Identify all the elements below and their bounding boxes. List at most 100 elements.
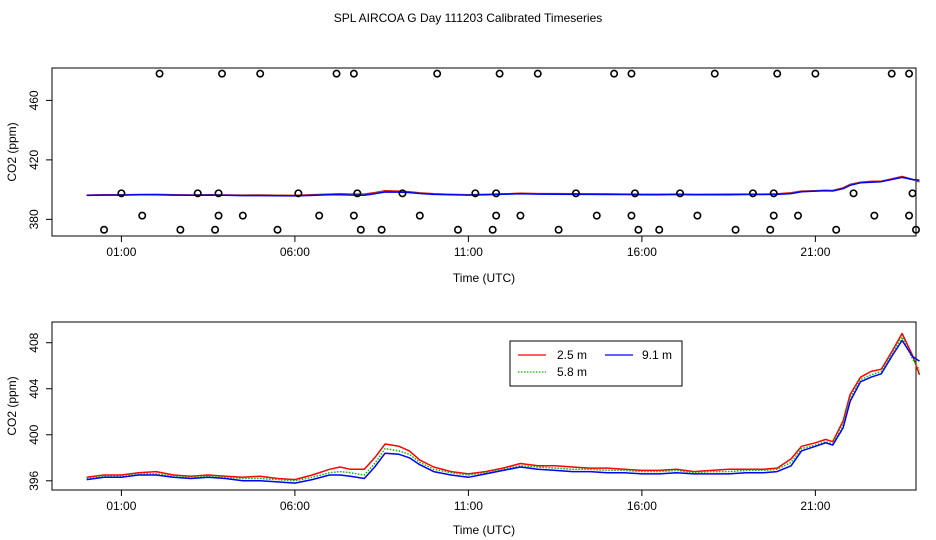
scatter-point — [218, 69, 227, 78]
scatter-point — [349, 69, 358, 78]
scatter-point — [908, 189, 917, 198]
bottom-x-tick-label: 06:00 — [280, 499, 310, 513]
bottom-x-tick-label: 01:00 — [106, 499, 136, 513]
bottom-y-tick-label: 404 — [27, 378, 41, 398]
legend-label-9-1m: 9.1 m — [642, 348, 672, 362]
scatter-point — [315, 211, 324, 220]
scatter-point — [193, 189, 202, 198]
scatter-point — [433, 69, 442, 78]
bottom-panel: 01:00 06:00 11:00 16:00 21:00 396 400 404 408 T… — [5, 321, 921, 537]
scatter-point — [415, 211, 424, 220]
scatter-point — [273, 225, 282, 234]
bottom-x-axis: 01:00 06:00 11:00 16:00 21:00 — [106, 490, 831, 513]
scatter-point — [176, 225, 185, 234]
bottom-series-2-5-m — [86, 332, 921, 481]
scatter-point — [905, 211, 914, 220]
scatter-point — [214, 211, 223, 220]
scatter-point — [731, 225, 740, 234]
bottom-series-5-8-m — [86, 336, 921, 482]
bottom-x-tick-label: 16:00 — [627, 499, 657, 513]
scatter-point — [294, 189, 303, 198]
legend-label-5-8m: 5.8 m — [557, 365, 587, 379]
top-y-tick-label: 380 — [27, 209, 41, 229]
bottom-y-tick-label: 408 — [27, 332, 41, 352]
top-plot-frame — [51, 67, 917, 237]
scatter-point — [769, 211, 778, 220]
scatter-point — [453, 225, 462, 234]
scatter-point — [634, 225, 643, 234]
scatter-point — [155, 69, 164, 78]
scatter-point — [117, 189, 126, 198]
scatter-point — [627, 211, 636, 220]
scatter-point — [769, 189, 778, 198]
scatter-point — [676, 189, 685, 198]
top-x-tick-label: 11:00 — [454, 245, 483, 259]
figure-title: SPL AIRCOA G Day 111203 Calibrated Times… — [334, 11, 603, 25]
scatter-point — [138, 211, 147, 220]
scatter-point — [710, 69, 719, 78]
legend-label-2-5m: 2.5 m — [557, 348, 587, 362]
top-series-9-1-m — [86, 176, 920, 197]
scatter-point — [214, 189, 223, 198]
scatter-point — [353, 189, 362, 198]
top-series-group — [86, 175, 920, 197]
scatter-point — [349, 211, 358, 220]
top-x-axis-title: Time (UTC) — [453, 271, 515, 285]
scatter-point — [332, 69, 341, 78]
top-x-tick-label: 06:00 — [280, 245, 310, 259]
bottom-series-group — [86, 332, 921, 484]
scatter-point — [832, 225, 841, 234]
scatter-point — [849, 189, 858, 198]
bottom-y-tick-label: 396 — [27, 470, 41, 490]
scatter-point — [811, 69, 820, 78]
scatter-point — [870, 211, 879, 220]
scatter-point — [554, 225, 563, 234]
scatter-point — [516, 211, 525, 220]
scatter-point — [766, 225, 775, 234]
top-scatter-group — [100, 69, 920, 234]
bottom-y-axis-title: CO2 (ppm) — [5, 376, 19, 435]
top-y-axis-title: CO2 (ppm) — [5, 122, 19, 181]
top-x-tick-label: 01:00 — [106, 245, 136, 259]
bottom-x-tick-label: 11:00 — [454, 499, 483, 513]
scatter-point — [492, 211, 501, 220]
scatter-point — [211, 225, 220, 234]
scatter-point — [488, 225, 497, 234]
legend-box — [509, 340, 683, 387]
scatter-point — [748, 189, 757, 198]
scatter-point — [655, 225, 664, 234]
bottom-plot-frame — [51, 321, 917, 491]
scatter-point — [887, 69, 896, 78]
bottom-series-9-1-m — [86, 339, 920, 484]
scatter-point — [794, 211, 803, 220]
scatter-point — [905, 69, 914, 78]
bottom-y-tick-label: 400 — [27, 424, 41, 444]
scatter-point — [592, 211, 601, 220]
bottom-y-axis: 396 400 404 408 — [27, 332, 52, 491]
scatter-point — [100, 225, 109, 234]
top-x-tick-label: 16:00 — [627, 245, 657, 259]
legend: 2.5 m 5.8 m 9.1 m — [509, 340, 683, 387]
scatter-point — [693, 211, 702, 220]
scatter-point — [495, 69, 504, 78]
top-panel: 01:00 06:00 11:00 16:00 21:00 380 420 460 Time… — [5, 67, 920, 285]
scatter-point — [911, 225, 920, 234]
scatter-point — [571, 189, 580, 198]
top-y-tick-label: 420 — [27, 150, 41, 170]
scatter-point — [256, 69, 265, 78]
top-y-axis: 380 420 460 — [27, 90, 52, 229]
scatter-point — [492, 189, 501, 198]
scatter-point — [627, 69, 636, 78]
scatter-point — [398, 189, 407, 198]
scatter-point — [356, 225, 365, 234]
scatter-point — [533, 69, 542, 78]
scatter-point — [471, 189, 480, 198]
top-y-tick-label: 460 — [27, 90, 41, 110]
scatter-point — [773, 69, 782, 78]
top-x-tick-label: 21:00 — [800, 245, 830, 259]
scatter-point — [610, 69, 619, 78]
top-x-axis: 01:00 06:00 11:00 16:00 21:00 — [106, 236, 831, 259]
bottom-x-axis-title: Time (UTC) — [453, 523, 515, 537]
scatter-point — [377, 225, 386, 234]
